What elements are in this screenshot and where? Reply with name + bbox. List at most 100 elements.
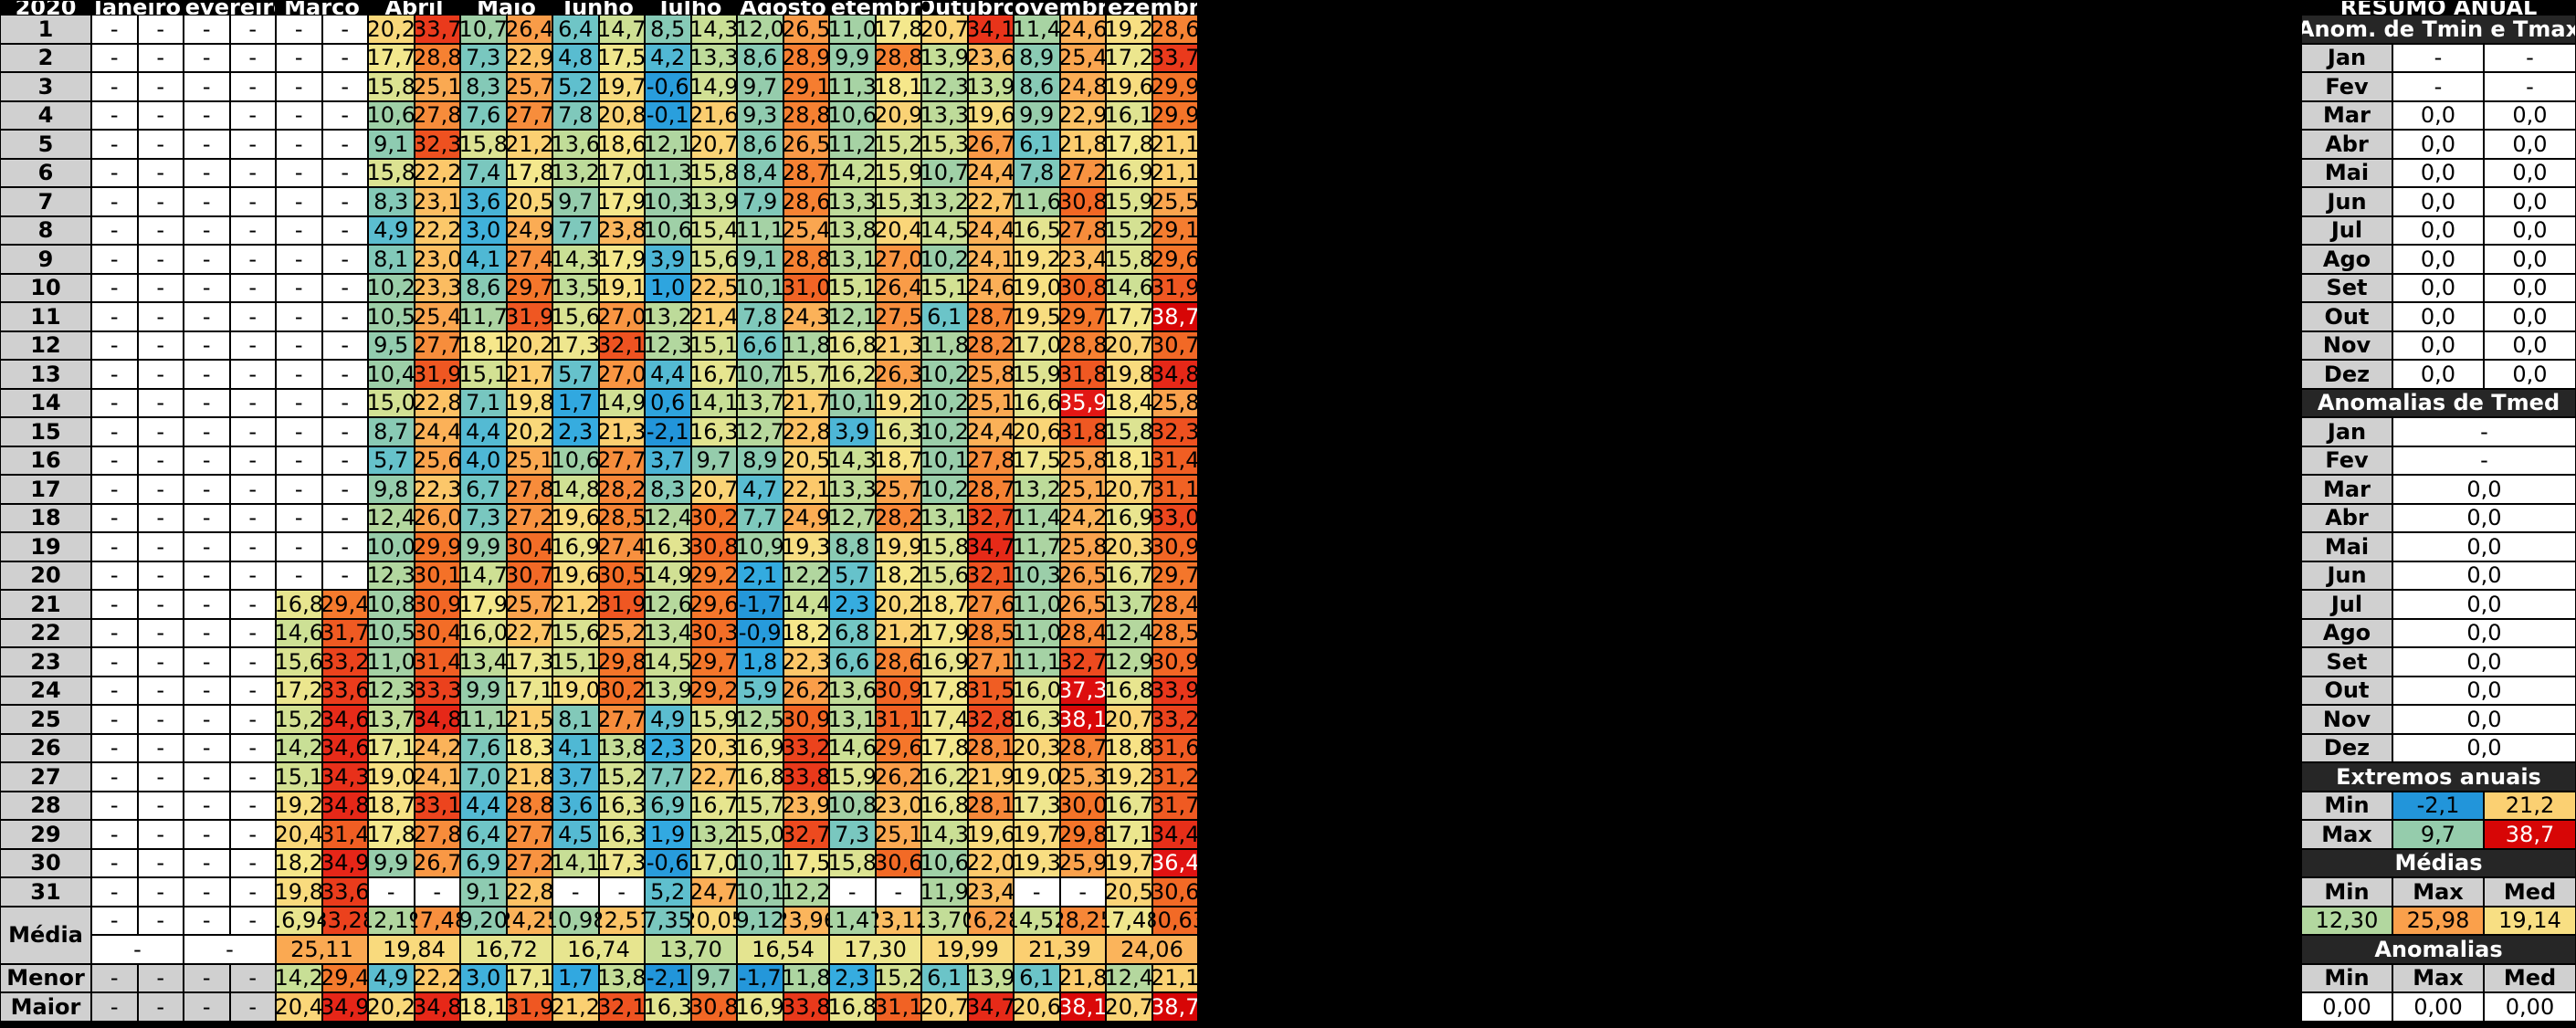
media-value: 26,28: [967, 906, 1014, 935]
tmax-cell: 26,5: [1059, 590, 1106, 619]
tmax-cell: 29,9: [1151, 72, 1198, 101]
tmin-cell: -: [184, 705, 230, 734]
tmax-cell: -: [137, 130, 184, 159]
tmin-cell: 10,2: [921, 417, 968, 446]
tmin-cell: 9,9: [1014, 100, 1060, 130]
anom-tmax: 0,0: [2484, 130, 2576, 159]
tmin-cell: 8,6: [460, 273, 507, 302]
tmin-cell: -: [184, 187, 230, 216]
tmax-cell: 17,8: [875, 15, 921, 44]
tmin-cell: 13,9: [645, 676, 691, 705]
media-mean: -: [91, 935, 184, 964]
tmax-cell: 27,2: [506, 848, 552, 877]
anom-tmin: 0,0: [2392, 158, 2484, 187]
tmax-cell: -: [137, 417, 184, 446]
tmax-cell: 22,8: [783, 417, 829, 446]
tmax-cell: 32,1: [967, 561, 1014, 590]
day-label: 6: [0, 158, 91, 187]
tmax-cell: 31,1: [1151, 475, 1198, 504]
tmax-cell: 33,0: [1151, 503, 1198, 532]
tmax-cell: 19,2: [875, 388, 921, 417]
tmax-cell: 32,7: [1059, 647, 1106, 677]
tmax-cell: 15,8: [690, 158, 737, 187]
tmax-cell: -: [137, 100, 184, 130]
tmin-cell: -: [276, 43, 322, 72]
tmin-cell: 8,3: [460, 72, 507, 101]
maior-value: 38,7: [1151, 992, 1198, 1022]
media-value: 17,48: [1106, 906, 1152, 935]
tmin-cell: -: [91, 446, 138, 475]
tmin-cell: 19,8: [276, 877, 322, 907]
tmax-cell: -: [137, 877, 184, 907]
tmax-cell: 22,3: [783, 647, 829, 677]
media-value: 23,12: [875, 906, 921, 935]
tmax-cell: -: [229, 618, 276, 647]
tmax-cell: 28,7: [967, 475, 1014, 504]
tmin-cell: 19,0: [368, 762, 415, 792]
tmax-cell: 21,8: [1059, 130, 1106, 159]
tmin-cell: 9,1: [737, 245, 783, 274]
tmax-cell: -: [321, 15, 368, 44]
tmax-cell: 29,1: [783, 72, 829, 101]
tmin-cell: 11,2: [829, 130, 876, 159]
tmax-cell: 33,2: [321, 647, 368, 677]
day-label: 22: [0, 618, 91, 647]
tmin-cell: -: [184, 100, 230, 130]
tmin-cell: -: [276, 100, 322, 130]
tmax-cell: -: [321, 417, 368, 446]
maior-value: 34,7: [967, 992, 1014, 1022]
tmax-cell: -: [137, 618, 184, 647]
anom-title: Anom. de Tmin e Tmax: [2301, 15, 2576, 44]
tmax-cell: 20,2: [506, 417, 552, 446]
tmax-cell: 17,0: [690, 848, 737, 877]
tmax-cell: -: [137, 388, 184, 417]
tmax-cell: 25,6: [414, 446, 460, 475]
tmin-cell: 18,7: [368, 791, 415, 820]
menor-value: 6,1: [1014, 963, 1060, 992]
tmax-cell: 20,8: [598, 100, 645, 130]
tmax-cell: 33,2: [1151, 705, 1198, 734]
tmax-cell: -: [321, 532, 368, 561]
tmax-cell: -: [137, 158, 184, 187]
tmax-cell: 24,6: [1059, 15, 1106, 44]
tmin-cell: 9,1: [460, 877, 507, 907]
tmin-cell: 11,4: [1014, 15, 1060, 44]
tmax-cell: -: [321, 158, 368, 187]
tmax-cell: 23,3: [414, 273, 460, 302]
tmin-cell: 2,1: [737, 561, 783, 590]
tmin-cell: 14,3: [829, 446, 876, 475]
tmin-cell: 8,1: [552, 705, 599, 734]
tmax-cell: 23,4: [967, 877, 1014, 907]
tmin-cell: 10,6: [645, 215, 691, 245]
anomalias-header: Min: [2301, 963, 2392, 992]
tmin-cell: 13,1: [829, 705, 876, 734]
tmin-cell: 15,2: [1106, 215, 1152, 245]
media-value: 23,96: [783, 906, 829, 935]
tmax-cell: 17,9: [598, 187, 645, 216]
media-value: 13,70: [921, 906, 968, 935]
tmax-cell: -: [137, 330, 184, 360]
tmax-cell: 34,3: [321, 762, 368, 792]
tmin-cell: 10,7: [737, 360, 783, 389]
tmin-cell: 8,7: [368, 417, 415, 446]
tmin-cell: 5,7: [829, 561, 876, 590]
tmax-cell: 24,9: [506, 215, 552, 245]
tmax-cell: 17,5: [598, 43, 645, 72]
tmin-cell: -: [276, 72, 322, 101]
tmin-cell: -: [276, 446, 322, 475]
menor-value: 29,4: [321, 963, 368, 992]
tmax-cell: 17,9: [598, 245, 645, 274]
menor-value: 17,1: [506, 963, 552, 992]
tmin-cell: 12,9: [1106, 647, 1152, 677]
tmax-cell: 27,0: [875, 245, 921, 274]
tmin-cell: 13,1: [921, 503, 968, 532]
tmax-cell: 26,4: [875, 273, 921, 302]
medias-value: 19,14: [2484, 906, 2576, 935]
tmin-cell: 19,6: [1106, 72, 1152, 101]
tmax-cell: 16,7: [690, 360, 737, 389]
tmed-month: Out: [2301, 676, 2392, 705]
tmin-cell: -: [276, 475, 322, 504]
tmin-cell: 15,8: [921, 532, 968, 561]
tmax-cell: 30,8: [1059, 273, 1106, 302]
